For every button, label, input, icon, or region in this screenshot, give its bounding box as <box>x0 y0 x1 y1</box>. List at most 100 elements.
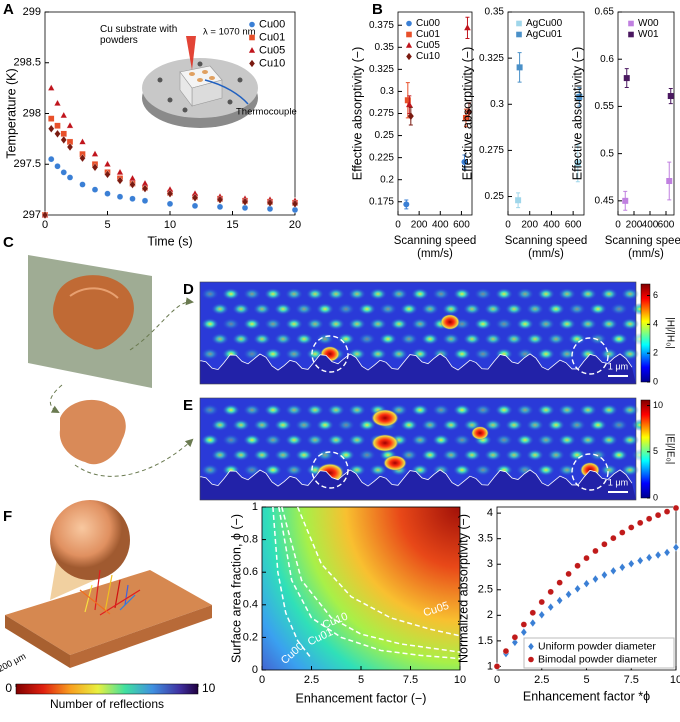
colorbar-tick-label: 0 <box>653 376 658 386</box>
x-axis-label-box: Scanning speed (mm/s) <box>604 235 680 260</box>
field-blob <box>295 419 313 431</box>
field-blob <box>400 303 418 315</box>
ray-tracing-scene <box>5 500 212 668</box>
x-tick-label: 600 <box>453 220 470 231</box>
legend-label: W01 <box>638 29 659 40</box>
legend-marker <box>516 20 522 27</box>
field-blob <box>537 288 555 300</box>
marker <box>241 197 249 206</box>
surface-line <box>199 469 633 487</box>
image-frame <box>199 281 637 385</box>
marker <box>60 169 67 176</box>
substrate <box>200 469 636 500</box>
x-tick-label: 200 <box>626 220 643 231</box>
marker <box>646 515 653 522</box>
field-blob <box>600 434 618 446</box>
y-tick-label: 3 <box>487 558 493 570</box>
hotspot-ring <box>571 453 609 491</box>
marker <box>216 203 224 211</box>
field-blob <box>516 318 534 330</box>
marker <box>91 163 99 172</box>
x-tick-label: 0 <box>505 220 511 231</box>
field-blob <box>337 419 355 431</box>
field-blob <box>348 288 366 300</box>
marker <box>511 638 519 647</box>
field-blob <box>621 404 639 416</box>
x-tick-label: 0 <box>615 220 621 231</box>
field-blob <box>222 404 240 416</box>
field-blob <box>442 449 460 461</box>
field-blob <box>211 303 229 315</box>
field-blob <box>600 404 618 416</box>
field-blob <box>505 449 523 461</box>
marker <box>78 138 87 145</box>
field-blob <box>421 449 439 461</box>
field-blob <box>442 419 460 431</box>
field-blob <box>316 333 334 345</box>
field-blob <box>211 333 229 345</box>
y-tick-label: 0.6 <box>600 54 614 65</box>
field-blob <box>589 333 607 345</box>
plot-frame <box>617 11 675 216</box>
x-axis-label: Scanning speed (mm/s) <box>604 235 680 260</box>
legend-label: W00 <box>638 18 659 29</box>
hotspot-ring <box>311 335 349 373</box>
field-blob <box>421 333 439 345</box>
field-blob <box>558 348 576 360</box>
field-blob <box>285 318 303 330</box>
field-blob <box>516 404 534 416</box>
y-axis-label: Temperature (K) <box>4 68 18 158</box>
legend-marker <box>528 642 534 651</box>
marker <box>266 198 274 207</box>
field-blob <box>484 419 502 431</box>
field-blob <box>537 318 555 330</box>
marker <box>556 596 563 605</box>
marker <box>166 200 174 207</box>
field-blob <box>421 419 439 431</box>
field-blob <box>358 449 376 461</box>
legend-label: Cu05 <box>259 44 285 56</box>
marker <box>48 124 55 133</box>
surface-line <box>199 353 633 371</box>
field-blob <box>463 333 481 345</box>
marker <box>622 197 629 204</box>
marker <box>529 609 536 616</box>
marker <box>667 93 674 100</box>
field-blob <box>400 449 418 461</box>
field-blob <box>222 318 240 330</box>
panel-letter: C <box>3 234 14 251</box>
field-hotspot <box>371 434 399 452</box>
x-tick-label: 0 <box>42 219 48 231</box>
marker <box>465 107 472 116</box>
marker <box>53 99 62 106</box>
marker <box>141 184 149 193</box>
marker <box>610 535 617 542</box>
x-tick-label: 5 <box>583 674 589 686</box>
field-blob <box>621 318 639 330</box>
field-blob <box>243 288 261 300</box>
marker <box>663 508 671 515</box>
field-blob <box>579 434 597 446</box>
marker <box>637 519 644 526</box>
x-tick-label: 400 <box>432 220 449 231</box>
marker <box>141 197 149 204</box>
panel-letter: B <box>372 1 383 18</box>
colorbar-label: Number of reflections <box>50 697 164 711</box>
marker <box>520 621 527 628</box>
field-blob <box>369 318 387 330</box>
marker <box>619 529 626 536</box>
field-blob <box>526 303 544 315</box>
field-blob <box>253 419 271 431</box>
field-blob <box>274 303 292 315</box>
colorbar-tick-label: 10 <box>653 400 663 410</box>
marker <box>216 195 224 204</box>
field-blob <box>316 303 334 315</box>
field-blob <box>621 464 639 476</box>
marker <box>574 160 581 167</box>
marker <box>54 122 61 129</box>
y-tick-label: 0 <box>252 664 258 676</box>
marker <box>41 210 49 220</box>
field-blob <box>411 434 429 446</box>
legend-marker <box>249 21 255 28</box>
marker <box>406 101 413 108</box>
